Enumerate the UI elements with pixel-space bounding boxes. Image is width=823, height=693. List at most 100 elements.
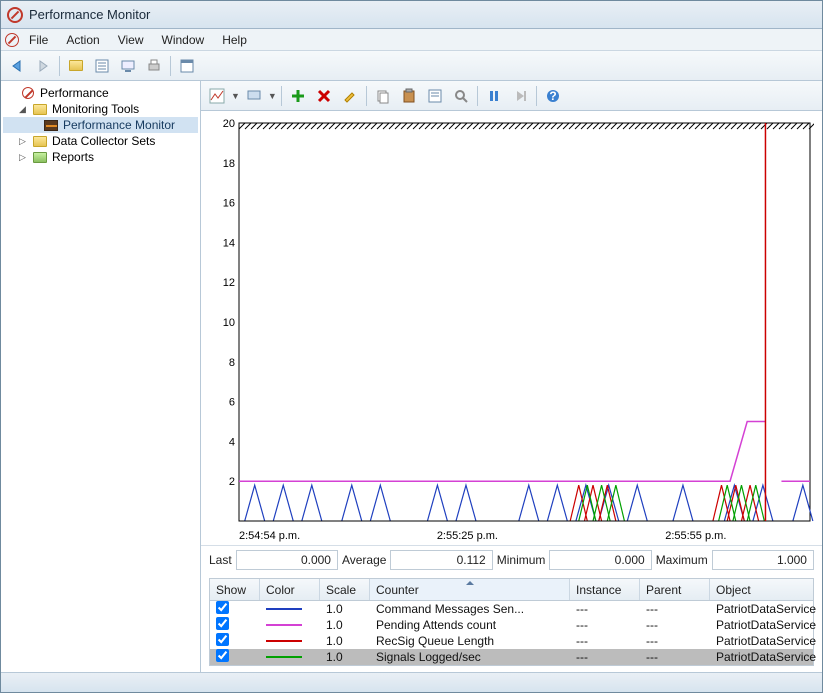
table-row[interactable]: 1.0Command Messages Sen...------PatriotD… [210,601,813,617]
col-scale[interactable]: Scale [320,579,370,600]
show-checkbox[interactable] [216,617,229,630]
chart-toolbar: ▼ ▼ ? [201,81,822,111]
app-icon [7,7,23,23]
freeze-icon[interactable] [482,84,506,108]
folder-up-icon[interactable] [64,54,88,78]
svg-text:14: 14 [223,237,235,249]
svg-text:6: 6 [229,397,235,409]
cell-object: PatriotDataService [710,618,823,632]
tree-label: Performance Monitor [63,118,175,132]
col-show[interactable]: Show [210,579,260,600]
perf-root-icon [20,86,36,100]
svg-text:4: 4 [229,436,235,448]
perfmon-icon [43,118,59,132]
cell-parent: --- [640,650,710,664]
display-type-icon[interactable] [242,84,266,108]
tree-root[interactable]: Performance [3,85,198,101]
svg-text:2:55:55 p.m.: 2:55:55 p.m. [665,530,726,542]
highlight-icon[interactable] [338,84,362,108]
cell-show[interactable] [210,633,260,649]
cell-parent: --- [640,618,710,632]
print-icon[interactable] [142,54,166,78]
console-icon[interactable] [116,54,140,78]
cell-counter: RecSig Queue Length [370,634,570,648]
delete-counter-icon[interactable] [312,84,336,108]
chart-area[interactable]: 20181614121086422:54:54 p.m.2:55:25 p.m.… [209,117,814,545]
dropdown-arrow-icon[interactable]: ▼ [268,91,277,101]
cell-instance: --- [570,650,640,664]
zoom-icon[interactable] [449,84,473,108]
cell-show[interactable] [210,617,260,633]
tree-reports[interactable]: ▷ Reports [3,149,198,165]
menu-help[interactable]: Help [214,31,255,49]
cell-show[interactable] [210,601,260,617]
menu-action[interactable]: Action [58,31,107,49]
cell-scale: 1.0 [320,618,370,632]
menu-view[interactable]: View [110,31,152,49]
cell-instance: --- [570,634,640,648]
table-row[interactable]: 1.0Pending Attends count------PatriotDat… [210,617,813,633]
tree-label: Performance [40,86,109,100]
properties-icon[interactable] [90,54,114,78]
cell-scale: 1.0 [320,634,370,648]
table-body: 1.0Command Messages Sen...------PatriotD… [210,601,813,665]
cell-parent: --- [640,634,710,648]
counter-table: Show Color Scale Counter Instance Parent… [209,578,814,666]
col-object[interactable]: Object [710,579,823,600]
cell-show[interactable] [210,649,260,665]
menu-file[interactable]: File [21,31,56,49]
table-header: Show Color Scale Counter Instance Parent… [210,579,813,601]
cell-object: PatriotDataService [710,650,823,664]
cell-color [260,640,320,642]
menu-window[interactable]: Window [154,31,213,49]
add-counter-icon[interactable] [286,84,310,108]
cell-object: PatriotDataService [710,634,823,648]
separator [281,86,282,106]
separator [170,56,171,76]
paste-icon[interactable] [397,84,421,108]
show-checkbox[interactable] [216,601,229,614]
tree-twisty-collapsed[interactable]: ▷ [17,152,28,163]
min-label: Minimum [497,553,546,567]
statusbar [1,672,822,692]
cell-color [260,624,320,626]
tree-monitoring-tools[interactable]: ◢ Monitoring Tools [3,101,198,117]
view-graph-icon[interactable] [205,84,229,108]
tree-label: Monitoring Tools [52,102,139,116]
separator [477,86,478,106]
tree-twisty-collapsed[interactable]: ▷ [17,136,28,147]
svg-text:16: 16 [223,198,235,210]
separator [536,86,537,106]
back-button[interactable] [5,54,29,78]
window-title: Performance Monitor [29,7,150,22]
window-icon[interactable] [175,54,199,78]
col-parent[interactable]: Parent [640,579,710,600]
properties-icon[interactable] [423,84,447,108]
table-row[interactable]: 1.0RecSig Queue Length------PatriotDataS… [210,633,813,649]
show-checkbox[interactable] [216,649,229,662]
tree-pane[interactable]: Performance ◢ Monitoring Tools Performan… [1,81,201,672]
menu-app-icon [5,33,19,47]
col-color[interactable]: Color [260,579,320,600]
tree-perf-monitor[interactable]: Performance Monitor [3,117,198,133]
table-row[interactable]: 1.0Signals Logged/sec------PatriotDataSe… [210,649,813,665]
min-value: 0.000 [549,550,651,570]
tree-data-collector-sets[interactable]: ▷ Data Collector Sets [3,133,198,149]
svg-text:8: 8 [229,357,235,369]
col-counter[interactable]: Counter [370,579,570,600]
copy-icon[interactable] [371,84,395,108]
cell-parent: --- [640,602,710,616]
tree-twisty-expanded[interactable]: ◢ [17,104,28,115]
tree-label: Data Collector Sets [52,134,155,148]
help-icon[interactable]: ? [541,84,565,108]
main-toolbar [1,51,822,81]
separator [366,86,367,106]
forward-button[interactable] [31,54,55,78]
folder-icon [32,102,48,116]
show-checkbox[interactable] [216,633,229,646]
svg-text:2:55:25 p.m.: 2:55:25 p.m. [437,530,498,542]
dropdown-arrow-icon[interactable]: ▼ [231,91,240,101]
svg-text:12: 12 [223,277,235,289]
update-icon[interactable] [508,84,532,108]
col-instance[interactable]: Instance [570,579,640,600]
